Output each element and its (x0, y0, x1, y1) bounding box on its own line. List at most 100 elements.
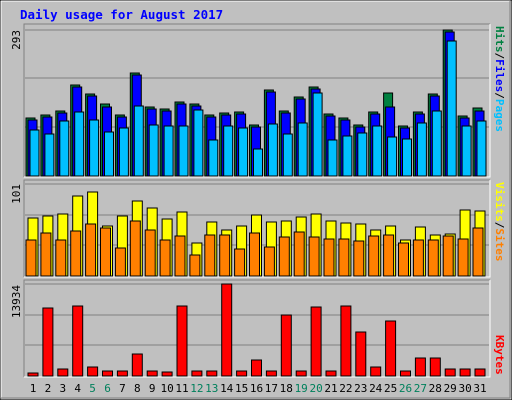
bar-sites-day-5 (85, 223, 97, 277)
bar-sites-day-17 (263, 246, 275, 277)
bar-kbytes-day-4 (72, 305, 84, 377)
bar-sites-day-6 (100, 227, 111, 277)
bar-kbytes-day-27 (414, 357, 426, 377)
side-label-sep-1: / (493, 53, 506, 60)
bar-pages-day-8 (133, 105, 144, 177)
bar-kbytes-day-1 (27, 372, 39, 377)
bar-pages-day-11 (178, 125, 189, 177)
bars (25, 29, 487, 377)
bar-pages-day-27 (416, 122, 427, 177)
bar-kbytes-day-19 (295, 370, 307, 377)
bar-pages-day-4 (74, 111, 85, 177)
bar-pages-day-22 (342, 135, 353, 177)
day-label-8: 8 (134, 382, 141, 395)
ymax-label-visits: 101 (10, 184, 23, 204)
bar-kbytes-day-5 (87, 366, 99, 377)
bar-sites-day-22 (338, 238, 350, 277)
day-label-11: 11 (175, 382, 188, 395)
bar-kbytes-day-15 (236, 370, 248, 377)
day-label-7: 7 (119, 382, 126, 395)
day-label-25: 25 (384, 382, 397, 395)
bar-pages-day-10 (163, 125, 174, 177)
bar-pages-day-3 (59, 120, 70, 177)
bar-kbytes-day-22 (340, 305, 352, 377)
bar-pages-day-31 (476, 120, 487, 177)
day-label-12: 12 (190, 382, 203, 395)
bar-pages-day-19 (297, 122, 308, 177)
side-label-sites: Sites (493, 228, 506, 261)
bar-sites-day-12 (189, 254, 201, 277)
bar-pages-day-6 (104, 131, 114, 177)
bar-kbytes-day-6 (102, 370, 113, 377)
bar-kbytes-day-17 (265, 370, 277, 377)
ymax-label-kbytes: 13934 (10, 285, 23, 318)
gridlines (25, 29, 489, 346)
panel-visits-bevel-light (24, 180, 491, 278)
side-label-kbytes-panel: KBytes (493, 335, 506, 375)
side-label-hits-panel: Hits/Files/Pages (493, 26, 506, 132)
bar-kbytes-day-9 (146, 370, 158, 377)
day-label-15: 15 (235, 382, 248, 395)
bar-sites-day-11 (174, 235, 186, 277)
day-label-28: 28 (429, 382, 442, 395)
bar-sites-day-13 (204, 234, 216, 277)
day-label-3: 3 (59, 382, 66, 395)
day-label-2: 2 (45, 382, 52, 395)
bar-kbytes-day-23 (355, 331, 367, 377)
bar-pages-day-7 (118, 127, 129, 177)
day-label-9: 9 (149, 382, 156, 395)
bar-kbytes-day-16 (251, 359, 262, 377)
bar-sites-day-14 (219, 234, 231, 277)
bar-pages-day-29 (446, 40, 457, 177)
day-label-17: 17 (265, 382, 278, 395)
bar-sites-day-28 (427, 239, 439, 277)
bar-sites-day-30 (457, 238, 469, 277)
bar-sites-day-18 (278, 236, 290, 277)
day-label-1: 1 (30, 382, 37, 395)
side-label-visits-panel: Visits/Sites (493, 182, 506, 262)
bar-kbytes-day-30 (459, 368, 471, 377)
bar-kbytes-day-25 (385, 320, 397, 377)
side-label-pages: Pages (493, 99, 506, 132)
bar-sites-day-31 (472, 227, 484, 277)
bar-pages-day-16 (253, 148, 263, 177)
panel-hits-bevel-dark (23, 23, 490, 177)
day-label-10: 10 (160, 382, 173, 395)
side-label-visits: Visits (493, 182, 506, 222)
day-label-13: 13 (205, 382, 218, 395)
bar-kbytes-day-10 (161, 371, 173, 377)
bar-kbytes-day-13 (206, 370, 218, 377)
bar-kbytes-day-8 (131, 353, 143, 377)
bar-sites-day-29 (442, 235, 454, 277)
bar-pages-day-13 (208, 139, 219, 177)
bar-sites-day-16 (249, 232, 260, 277)
day-label-23: 23 (354, 382, 367, 395)
bar-pages-day-25 (387, 136, 398, 177)
bar-kbytes-day-29 (444, 368, 456, 377)
bar-sites-day-4 (70, 230, 82, 277)
day-label-22: 22 (339, 382, 352, 395)
bar-sites-day-1 (25, 239, 37, 277)
chart-title: Daily usage for August 2017 (20, 7, 223, 22)
day-label-24: 24 (369, 382, 383, 395)
bar-kbytes-day-11 (176, 305, 188, 377)
bar-sites-day-21 (323, 238, 335, 277)
bar-pages-day-5 (89, 119, 100, 177)
bar-sites-day-27 (412, 239, 424, 277)
bar-kbytes-day-2 (42, 307, 54, 377)
bar-sites-day-25 (383, 234, 395, 277)
bar-sites-day-10 (159, 239, 171, 277)
bar-sites-day-2 (40, 232, 52, 277)
bar-kbytes-day-28 (429, 357, 441, 377)
day-label-18: 18 (280, 382, 293, 395)
bar-sites-day-8 (129, 220, 141, 277)
side-label-sep-3: / (493, 222, 506, 229)
bar-sites-day-20 (308, 236, 320, 277)
panel-visits-bevel-dark (23, 179, 490, 277)
day-label-16: 16 (250, 382, 263, 395)
panel-kbytes-bevel-light (24, 280, 491, 378)
bar-kbytes-day-26 (400, 370, 411, 377)
day-label-29: 29 (444, 382, 457, 395)
bar-pages-day-21 (327, 139, 338, 177)
